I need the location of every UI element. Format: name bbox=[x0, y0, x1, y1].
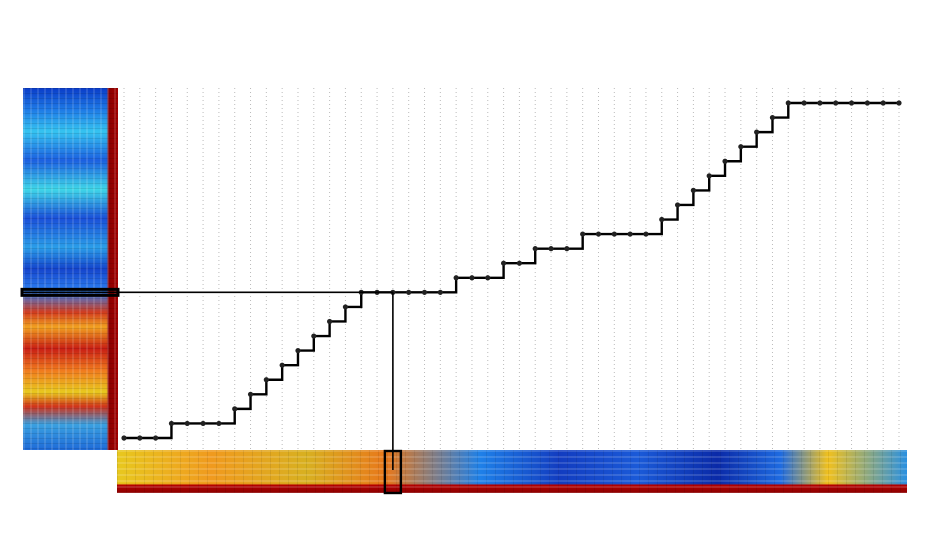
data-point bbox=[564, 246, 570, 252]
data-point bbox=[817, 100, 823, 106]
data-point bbox=[184, 420, 190, 427]
data-point bbox=[453, 275, 459, 281]
data-point bbox=[516, 260, 523, 266]
data-point bbox=[754, 129, 760, 135]
data-point bbox=[295, 348, 301, 354]
data-point bbox=[643, 231, 649, 237]
data-point bbox=[864, 100, 870, 106]
data-point bbox=[500, 260, 507, 266]
data-point bbox=[406, 289, 412, 295]
data-point bbox=[121, 435, 127, 441]
data-point bbox=[342, 304, 349, 310]
horizontal-spectrogram bbox=[117, 450, 907, 493]
data-point bbox=[263, 377, 269, 383]
data-point bbox=[469, 275, 475, 281]
data-point bbox=[232, 406, 238, 412]
grid-lines bbox=[123, 88, 900, 450]
data-point bbox=[896, 100, 902, 106]
bottom-frame-highlight bbox=[383, 449, 403, 495]
data-point bbox=[722, 158, 728, 164]
data-point bbox=[659, 216, 665, 223]
vertical-spectrogram bbox=[23, 88, 118, 450]
data-point bbox=[706, 173, 712, 179]
data-point bbox=[200, 420, 206, 427]
data-point bbox=[738, 144, 744, 150]
data-point bbox=[137, 435, 143, 441]
data-point bbox=[548, 246, 554, 252]
data-point bbox=[833, 100, 839, 106]
data-point bbox=[690, 187, 696, 193]
data-point bbox=[769, 114, 776, 121]
data-point bbox=[437, 289, 443, 295]
data-point bbox=[168, 420, 175, 427]
data-point bbox=[580, 231, 586, 237]
data-point bbox=[801, 100, 807, 106]
left-frame-highlight bbox=[20, 287, 120, 297]
alignment-guides bbox=[20, 287, 403, 495]
data-point bbox=[848, 100, 855, 106]
data-point bbox=[532, 246, 538, 252]
data-point bbox=[880, 100, 886, 106]
data-point bbox=[279, 362, 285, 368]
data-point bbox=[311, 333, 317, 339]
data-point bbox=[153, 435, 159, 441]
data-point bbox=[247, 391, 254, 397]
data-point bbox=[595, 231, 602, 237]
data-point bbox=[327, 318, 333, 325]
data-point bbox=[785, 100, 791, 106]
data-point bbox=[216, 420, 222, 427]
data-point bbox=[421, 289, 428, 295]
data-point bbox=[611, 231, 617, 237]
data-point bbox=[674, 202, 681, 208]
warping-path bbox=[121, 100, 902, 441]
data-point bbox=[627, 231, 633, 237]
data-point bbox=[485, 275, 491, 281]
series-line bbox=[124, 101, 899, 440]
